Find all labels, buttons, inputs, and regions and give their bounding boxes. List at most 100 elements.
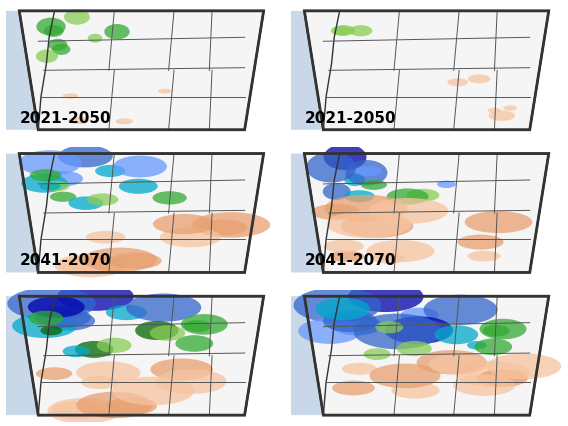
Ellipse shape	[97, 338, 132, 353]
Ellipse shape	[344, 173, 365, 186]
Ellipse shape	[294, 288, 381, 323]
Ellipse shape	[324, 240, 364, 253]
Ellipse shape	[160, 227, 221, 247]
Ellipse shape	[111, 253, 162, 269]
Text: 2041-2070: 2041-2070	[19, 253, 111, 268]
Ellipse shape	[400, 308, 439, 323]
Ellipse shape	[47, 398, 121, 424]
Ellipse shape	[477, 369, 528, 387]
Ellipse shape	[36, 367, 72, 380]
Text: 2041-2070: 2041-2070	[304, 253, 396, 268]
Ellipse shape	[298, 318, 362, 344]
Polygon shape	[19, 11, 264, 130]
Ellipse shape	[116, 118, 133, 124]
Polygon shape	[6, 153, 55, 273]
Ellipse shape	[306, 152, 356, 183]
Ellipse shape	[150, 325, 185, 341]
Ellipse shape	[342, 363, 377, 375]
Ellipse shape	[135, 321, 178, 340]
Ellipse shape	[76, 392, 153, 418]
Ellipse shape	[364, 348, 390, 360]
Ellipse shape	[87, 193, 118, 206]
Ellipse shape	[40, 182, 61, 190]
Ellipse shape	[66, 256, 115, 271]
Ellipse shape	[437, 181, 456, 188]
Ellipse shape	[68, 196, 103, 210]
Ellipse shape	[181, 314, 228, 335]
Ellipse shape	[428, 354, 487, 374]
Ellipse shape	[36, 49, 58, 63]
Ellipse shape	[152, 191, 187, 204]
Ellipse shape	[488, 111, 515, 121]
Ellipse shape	[191, 212, 270, 238]
Ellipse shape	[155, 369, 227, 394]
Ellipse shape	[82, 248, 157, 272]
Ellipse shape	[153, 214, 215, 234]
Ellipse shape	[64, 9, 90, 25]
Ellipse shape	[106, 305, 147, 320]
Ellipse shape	[344, 190, 375, 202]
Ellipse shape	[345, 160, 387, 186]
Ellipse shape	[36, 17, 66, 35]
Ellipse shape	[474, 339, 512, 355]
Ellipse shape	[63, 93, 78, 99]
Ellipse shape	[50, 192, 76, 202]
Ellipse shape	[52, 44, 70, 55]
Ellipse shape	[348, 282, 424, 312]
Polygon shape	[291, 11, 340, 130]
Ellipse shape	[176, 335, 213, 352]
Ellipse shape	[87, 34, 102, 43]
Ellipse shape	[311, 204, 361, 220]
Ellipse shape	[387, 188, 428, 205]
Ellipse shape	[12, 314, 77, 338]
Ellipse shape	[361, 180, 387, 190]
Ellipse shape	[371, 253, 405, 264]
Ellipse shape	[391, 382, 440, 399]
Polygon shape	[291, 296, 340, 415]
Ellipse shape	[158, 89, 172, 94]
Polygon shape	[19, 296, 264, 415]
Ellipse shape	[355, 166, 382, 176]
Ellipse shape	[95, 165, 125, 177]
Ellipse shape	[368, 198, 448, 224]
Ellipse shape	[45, 171, 83, 186]
Ellipse shape	[329, 250, 364, 262]
Ellipse shape	[467, 341, 487, 349]
Ellipse shape	[126, 294, 201, 322]
Ellipse shape	[81, 376, 119, 389]
Ellipse shape	[28, 311, 63, 326]
Ellipse shape	[76, 361, 140, 384]
Ellipse shape	[183, 320, 211, 332]
Ellipse shape	[332, 380, 375, 395]
Ellipse shape	[112, 377, 194, 405]
Ellipse shape	[375, 321, 403, 333]
Ellipse shape	[331, 26, 351, 36]
Ellipse shape	[58, 256, 111, 273]
Ellipse shape	[324, 195, 407, 222]
Ellipse shape	[43, 181, 70, 191]
Ellipse shape	[457, 235, 504, 250]
Ellipse shape	[327, 211, 411, 238]
Ellipse shape	[323, 310, 377, 332]
Ellipse shape	[57, 282, 134, 311]
Ellipse shape	[40, 326, 62, 335]
Ellipse shape	[43, 311, 95, 331]
Polygon shape	[19, 153, 264, 273]
Ellipse shape	[416, 350, 487, 374]
Ellipse shape	[483, 325, 509, 337]
Ellipse shape	[341, 214, 414, 238]
Ellipse shape	[48, 39, 68, 51]
Ellipse shape	[105, 24, 130, 39]
Ellipse shape	[199, 219, 248, 235]
Text: 2021-2050: 2021-2050	[19, 111, 111, 126]
Ellipse shape	[55, 254, 127, 277]
Ellipse shape	[30, 169, 61, 181]
Polygon shape	[6, 296, 55, 415]
Ellipse shape	[456, 361, 531, 387]
Ellipse shape	[370, 363, 440, 388]
Ellipse shape	[488, 108, 501, 113]
Ellipse shape	[353, 314, 441, 349]
Ellipse shape	[323, 183, 350, 200]
Ellipse shape	[333, 25, 355, 36]
Ellipse shape	[62, 345, 90, 357]
